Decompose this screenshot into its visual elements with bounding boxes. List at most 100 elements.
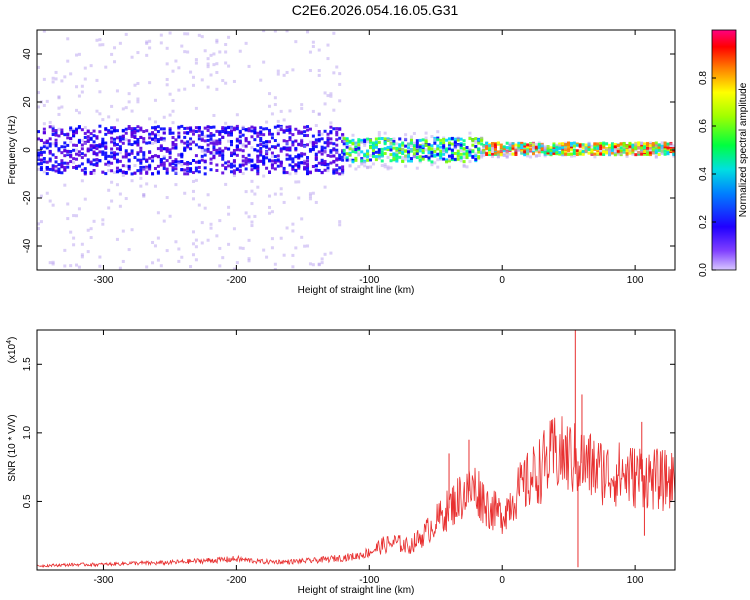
- spectrogram-cell: [282, 73, 286, 77]
- spectrogram-cell: [153, 138, 157, 142]
- spectrogram-cell: [369, 165, 373, 169]
- spectrogram-cell: [511, 146, 515, 150]
- spectrogram-cell: [329, 149, 333, 153]
- spectrogram-cell: [279, 164, 283, 168]
- spectrogram-cell: [468, 137, 472, 141]
- spectrogram-cell: [369, 153, 373, 157]
- spectrogram-cell: [442, 141, 446, 145]
- spectrogram-cell: [398, 150, 402, 154]
- spectrogram-cell: [48, 167, 52, 171]
- spectrogram-cell: [162, 137, 166, 141]
- spectrogram-cell: [314, 156, 318, 160]
- spectrogram-cell: [511, 142, 515, 146]
- spectrogram-cell: [89, 236, 93, 240]
- snr-plot-area: [37, 330, 675, 570]
- spectrogram-cell: [360, 157, 364, 161]
- spectrogram-cell: [159, 160, 163, 164]
- spectrogram-cell: [308, 69, 312, 73]
- spectrogram-cell: [200, 132, 204, 136]
- spectrogram-cell: [308, 262, 312, 266]
- spectrogram-cell: [450, 156, 454, 160]
- spectrogram-cell: [75, 53, 79, 57]
- spectrogram-cell: [409, 135, 413, 139]
- spectrogram-cell: [180, 152, 184, 156]
- spectrogram-cell: [602, 141, 606, 145]
- spectrogram-cell: [514, 151, 518, 155]
- spectrogram-cell: [537, 142, 541, 146]
- spectrogram-cell: [303, 167, 307, 171]
- spectrogram-cell: [288, 131, 292, 135]
- spectrogram-cell: [39, 162, 43, 166]
- spectrogram-cell: [253, 166, 257, 170]
- spectrogram-cell: [212, 113, 216, 117]
- spectrogram-cell: [171, 162, 175, 166]
- spectrogram-cell: [581, 146, 585, 150]
- spectrogram-cell: [118, 192, 122, 196]
- spectrogram-y-tick-label: 40: [22, 48, 33, 60]
- spectrogram-cell: [224, 161, 228, 165]
- spectrogram-cell: [371, 141, 375, 145]
- spectrogram-cell: [311, 109, 315, 113]
- spectrogram-cell: [480, 153, 484, 157]
- spectrogram-cell: [471, 138, 475, 142]
- spectrogram-cell: [262, 248, 266, 252]
- spectrogram-cell: [37, 162, 40, 166]
- spectrogram-cell: [300, 103, 304, 107]
- spectrogram-cell: [531, 145, 535, 149]
- spectrogram-cell: [232, 174, 236, 178]
- spectrogram-cell: [540, 143, 544, 147]
- spectrogram-cell: [241, 144, 245, 148]
- spectrogram-cell: [578, 144, 582, 148]
- spectrogram-cell: [540, 150, 544, 154]
- spectrogram-cell: [241, 163, 245, 167]
- spectrogram-cell: [180, 44, 184, 48]
- spectrogram-cell: [83, 170, 87, 174]
- spectrogram-cell: [273, 139, 277, 143]
- spectrogram-cell: [37, 151, 40, 155]
- spectrogram-cell: [398, 147, 402, 151]
- spectrogram-cell: [465, 145, 469, 149]
- spectrogram-cell: [115, 152, 119, 156]
- spectrogram-cell: [63, 133, 67, 137]
- spectrogram-cell: [54, 77, 58, 81]
- spectrogram-cell: [104, 127, 108, 131]
- spectrogram-cell: [648, 151, 652, 155]
- spectrogram-cell: [218, 150, 222, 154]
- spectrogram-cell: [418, 158, 422, 162]
- spectrogram-cell: [191, 179, 195, 183]
- spectrogram-cell: [537, 145, 541, 149]
- spectrogram-cell: [401, 147, 405, 151]
- spectrogram-cell: [77, 94, 81, 98]
- spectrogram-cell: [256, 172, 260, 176]
- spectrogram-cell: [450, 136, 454, 140]
- spectrogram-cell: [57, 127, 61, 131]
- spectrogram-cell: [412, 144, 416, 148]
- spectrogram-cell: [409, 141, 413, 145]
- spectrogram-cell: [37, 154, 40, 158]
- spectrogram-cell: [537, 153, 541, 157]
- spectrogram-cell: [174, 146, 178, 150]
- spectrogram-cell: [552, 142, 556, 146]
- spectrogram-cell: [203, 206, 207, 210]
- spectrogram-cell: [124, 106, 128, 110]
- spectrogram-cell: [203, 134, 207, 138]
- spectrogram-cell: [95, 144, 99, 148]
- spectrogram-cell: [259, 139, 263, 143]
- spectrogram-cell: [338, 223, 342, 227]
- spectrogram-cell: [66, 161, 70, 165]
- spectrogram-cell: [421, 138, 425, 142]
- spectrogram-cell: [354, 145, 358, 149]
- spectrogram-cell: [465, 149, 469, 153]
- spectrogram-cell: [561, 143, 565, 147]
- spectrogram-cell: [404, 149, 408, 153]
- spectrogram-cell: [631, 143, 635, 147]
- spectrogram-cell: [357, 140, 361, 144]
- spectrogram-cell: [227, 160, 231, 164]
- spectrogram-cell: [92, 168, 96, 172]
- snr-frame: [36, 329, 676, 571]
- snr-x-tick-label: 0: [499, 575, 505, 586]
- spectrogram-cell: [95, 136, 99, 140]
- spectrogram-cell: [107, 131, 111, 135]
- spectrogram-cell: [218, 50, 222, 54]
